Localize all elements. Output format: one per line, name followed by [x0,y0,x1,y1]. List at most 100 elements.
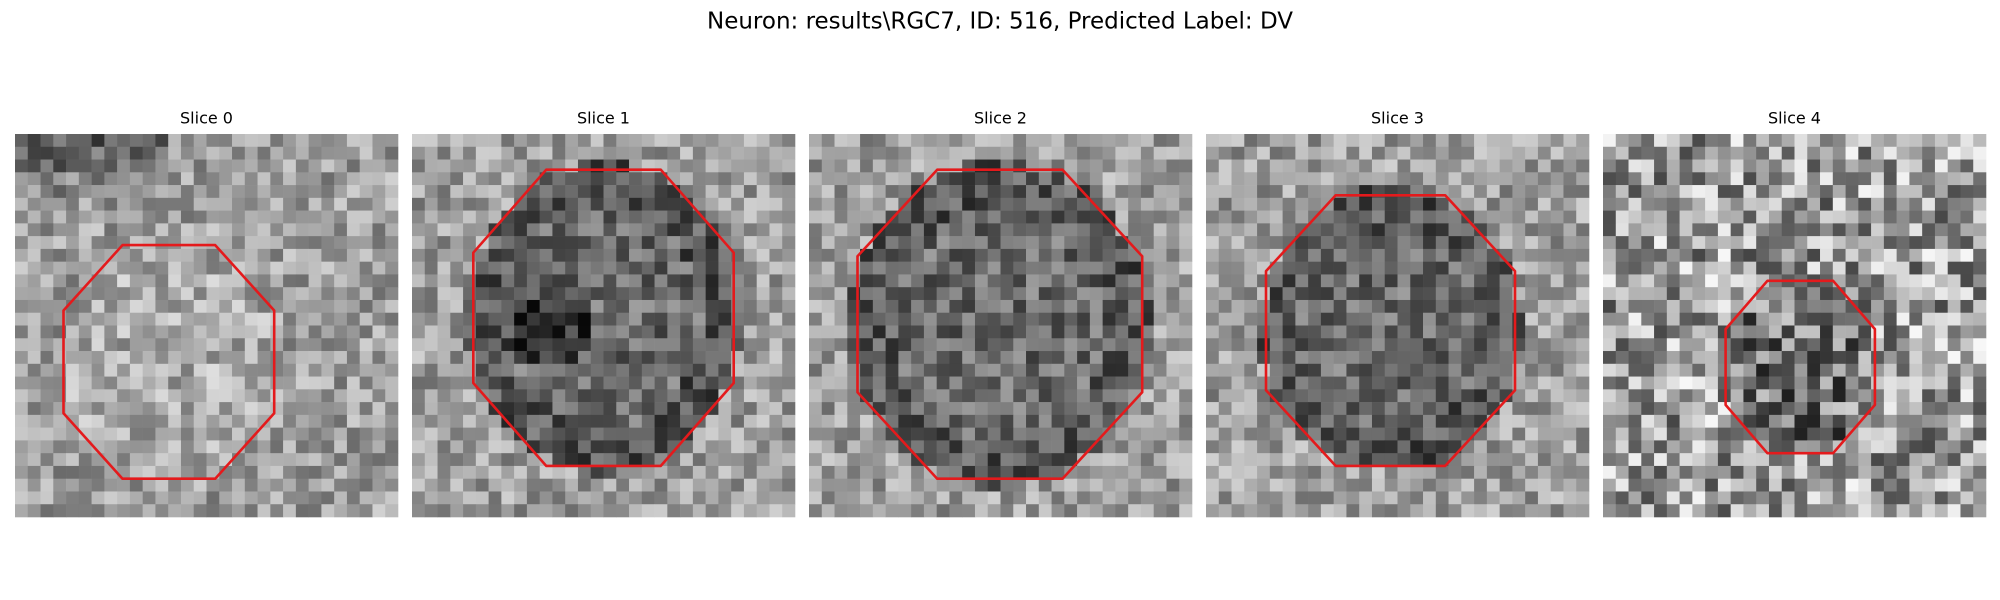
image-pixel [629,287,643,301]
image-pixel [346,453,360,467]
image-pixel [1768,159,1783,173]
image-pixel [782,274,796,288]
image-pixel [1102,312,1116,326]
image-pixel [1102,465,1116,479]
image-pixel [616,363,630,377]
image-pixel [1896,376,1910,390]
image-pixel [1692,478,1706,492]
image-pixel [1333,427,1347,441]
image-pixel [437,453,451,467]
image-pixel [232,274,246,288]
image-pixel [1089,248,1103,262]
image-pixel [346,185,360,199]
image-pixel [936,197,950,211]
image-pixel [552,197,566,211]
image-pixel [1153,325,1167,339]
image-pixel [705,197,719,211]
image-pixel [193,465,207,479]
image-pixel [1537,312,1551,326]
image-pixel [1077,248,1091,262]
image-pixel [1550,440,1564,454]
image-pixel [1218,197,1232,211]
image-pixel [1128,223,1142,237]
image-pixel [962,261,976,275]
image-pixel [53,197,67,211]
image-pixel [821,185,835,199]
image-pixel [1295,197,1309,211]
image-pixel [1896,159,1910,173]
image-pixel [1794,312,1808,326]
image-pixel [743,159,757,173]
image-pixel [334,338,348,352]
image-pixel [565,274,579,288]
image-pixel [898,261,912,275]
image-pixel [1692,261,1706,275]
image-pixel [385,453,399,467]
image-pixel [1064,134,1078,148]
image-pixel [1102,363,1116,377]
image-pixel [1705,185,1719,199]
image-pixel [1550,197,1564,211]
image-pixel [809,248,823,262]
image-pixel [1756,402,1770,416]
image-pixel [206,363,220,377]
image-pixel [437,338,451,352]
image-pixel [949,287,963,301]
image-pixel [552,440,566,454]
image-pixel [590,261,604,275]
image-pixel [705,299,719,314]
image-pixel [180,338,195,352]
image-pixel [1768,351,1783,365]
image-pixel [1947,414,1961,428]
image-pixel [180,402,195,416]
image-pixel [1384,312,1398,326]
image-pixel [1410,414,1424,428]
image-pixel [15,223,29,237]
image-pixel [1231,299,1245,314]
image-pixel [1537,504,1551,518]
image-pixel [936,351,950,365]
image-pixel [1615,402,1629,416]
image-pixel [1603,287,1617,301]
image-pixel [1666,197,1680,211]
image-pixel [1435,172,1449,186]
image-pixel [1947,351,1961,365]
image-pixel [78,197,92,211]
image-pixel [1858,376,1872,390]
image-pixel [1359,389,1373,403]
image-pixel [1346,172,1360,186]
image-pixel [257,376,271,390]
image-pixel [1615,427,1629,441]
image-pixel [40,504,54,518]
image-pixel [514,414,528,428]
image-pixel [1077,236,1091,250]
image-pixel [1282,159,1296,173]
image-pixel [1435,351,1449,365]
image-pixel [667,159,681,173]
image-pixel [962,440,976,454]
image-pixel [1871,274,1885,288]
image-pixel [1807,504,1821,518]
image-pixel [193,402,207,416]
image-pixel [872,363,886,377]
image-pixel [1794,210,1808,224]
image-pixel [385,210,399,224]
image-pixel [1231,159,1245,173]
image-pixel [1845,440,1859,454]
image-pixel [321,427,335,441]
image-pixel [898,389,912,403]
image-pixel [1282,287,1296,301]
image-pixel [1051,172,1065,186]
image-pixel [1166,465,1180,479]
image-pixel [1448,312,1462,326]
image-pixel [911,465,925,479]
image-pixel [1333,491,1347,505]
image-pixel [1051,134,1065,148]
image-pixel [1474,453,1488,467]
image-pixel [1743,325,1757,339]
image-pixel [1077,465,1091,479]
image-pixel [1756,223,1770,237]
image-pixel [27,338,41,352]
image-pixel [1269,338,1283,352]
image-pixel [885,146,899,160]
